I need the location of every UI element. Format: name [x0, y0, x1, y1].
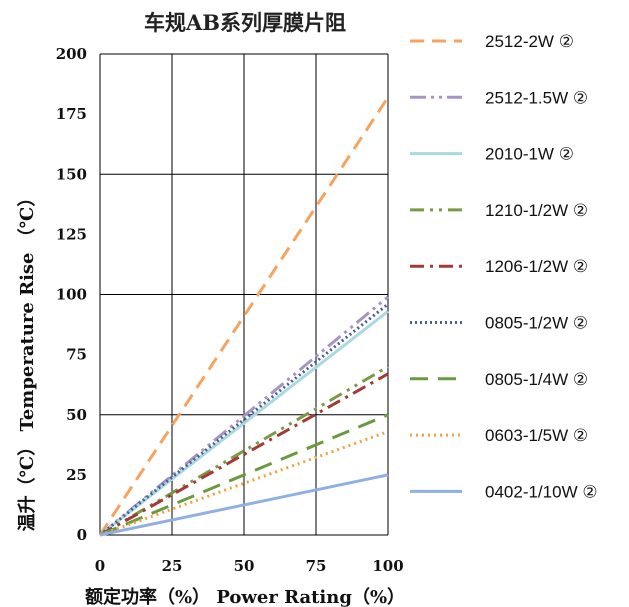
series-line [99, 473, 389, 537]
y-tick-label: 150 [56, 165, 87, 183]
legend-label: 0805-1/4W ② [485, 370, 588, 389]
y-tick-label: 125 [56, 225, 87, 243]
legend-label: 2010-1W ② [485, 145, 574, 164]
y-tick-label: 0 [77, 526, 87, 544]
y-tick-label: 200 [56, 45, 87, 63]
series-lines [98, 96, 390, 537]
y-tick-label: 75 [66, 346, 87, 364]
chart-legend: 2512-2W ② 2512-1.5W ② 2010-1W ② 1210-1/2W ②… [410, 32, 598, 501]
series-line [99, 372, 389, 537]
legend-label: 0603-1/5W ② [485, 426, 588, 445]
legend-label: 1206-1/2W ② [485, 257, 588, 276]
legend-label: 0402-1/10W ② [485, 482, 598, 501]
y-tick-label: 100 [56, 286, 87, 304]
chart-title: 车规AB系列厚膜片阻 [144, 10, 346, 35]
x-tick-label: 100 [372, 557, 403, 575]
y-tick-label: 175 [56, 105, 87, 123]
series-line [99, 302, 389, 537]
x-axis-label: 额定功率（%） Power Rating（%） [85, 586, 405, 607]
x-tick-labels: 0 25 50 75 100 [95, 557, 404, 575]
x-tick-label: 75 [306, 557, 327, 575]
x-tick-label: 0 [95, 557, 105, 575]
y-tick-label: 50 [66, 406, 87, 424]
series-line [99, 295, 389, 537]
x-tick-label: 25 [162, 557, 183, 575]
y-axis-label: 温升（℃） Temperature Rise （℃） [17, 189, 38, 532]
legend-label: 1210-1/2W ② [485, 201, 588, 220]
legend-label: 2512-2W ② [485, 32, 574, 51]
legend-label: 0805-1/2W ② [485, 314, 588, 333]
y-tick-label: 25 [66, 466, 87, 484]
plot-grid [99, 53, 389, 536]
series-line [99, 365, 389, 537]
x-tick-label: 50 [234, 557, 255, 575]
y-tick-labels: 0 25 50 75 100 125 150 175 200 [56, 45, 87, 544]
legend-label: 2512-1.5W ② [485, 88, 588, 107]
series-line [99, 413, 389, 537]
